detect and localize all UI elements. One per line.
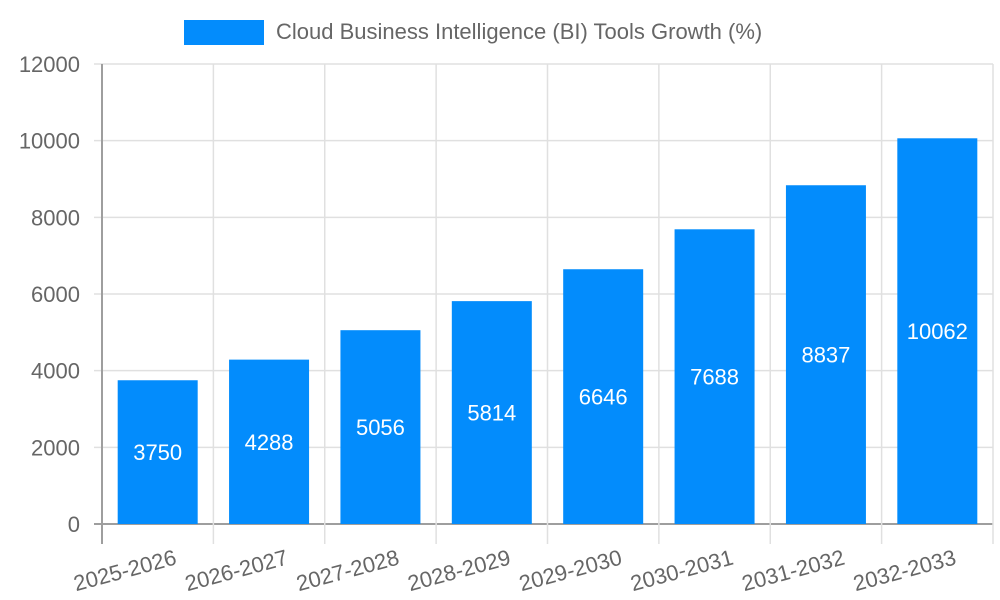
legend-label: Cloud Business Intelligence (BI) Tools G…	[276, 19, 763, 44]
y-tick-label: 6000	[31, 282, 80, 307]
y-tick-label: 2000	[31, 435, 80, 460]
x-tick-label: 2027-2028	[294, 545, 402, 596]
y-tick-label: 12000	[19, 52, 80, 77]
bars: 3750 4288 5056 5814 6646 7688 8837 10062	[117, 138, 978, 525]
bar[interactable]	[674, 229, 755, 524]
gridlines	[94, 63, 994, 544]
x-tick-label: 2025-2026	[71, 545, 179, 596]
legend-swatch	[184, 19, 264, 45]
y-tick-label: 10000	[19, 129, 80, 154]
bar[interactable]	[563, 269, 644, 524]
y-tick-label: 4000	[31, 359, 80, 384]
bar-value-label: 6646	[579, 385, 628, 410]
bar[interactable]	[340, 330, 421, 524]
x-tick-label: 2026-2027	[182, 545, 290, 596]
y-tick-label: 0	[68, 512, 80, 537]
bar-value-label: 4288	[245, 430, 294, 455]
x-tick-label: 2032-2033	[851, 545, 959, 596]
y-tick-label: 8000	[31, 205, 80, 230]
bar[interactable]	[117, 380, 198, 524]
bar-value-label: 7688	[690, 365, 739, 390]
bar-value-label: 3750	[133, 440, 182, 465]
bar-value-label: 5056	[356, 415, 405, 440]
bar[interactable]	[229, 359, 310, 524]
bar[interactable]	[897, 138, 978, 525]
x-tick-label: 2030-2031	[628, 545, 736, 596]
bar-value-label: 10062	[907, 319, 968, 344]
x-axis: 2025-2026 2026-2027 2027-2028 2028-2029 2029…	[71, 545, 959, 596]
bar-value-label: 5814	[467, 401, 516, 426]
bar-value-label: 8837	[801, 343, 850, 368]
x-tick-label: 2031-2032	[739, 545, 847, 596]
y-axis: 0 2000 4000 6000 8000 10000 12000	[19, 52, 80, 537]
bar[interactable]	[451, 301, 532, 524]
bar[interactable]	[785, 185, 866, 524]
x-tick-label: 2028-2029	[405, 545, 513, 596]
x-tick-label: 2029-2030	[516, 545, 624, 596]
chart-legend[interactable]: Cloud Business Intelligence (BI) Tools G…	[184, 19, 762, 45]
